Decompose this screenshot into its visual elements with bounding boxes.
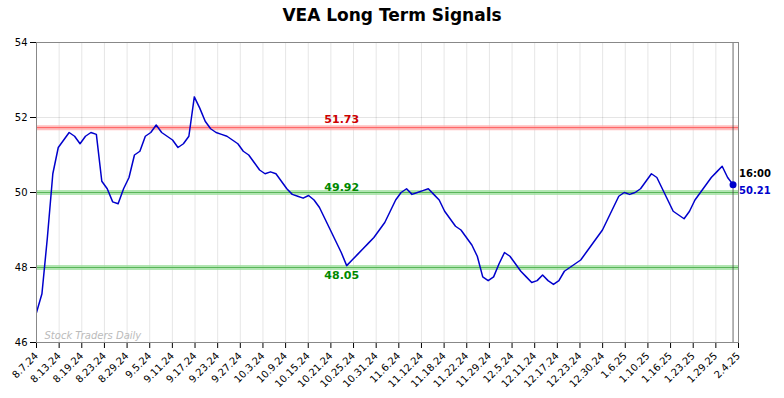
svg-text:8.29.24: 8.29.24 xyxy=(96,350,131,385)
svg-text:11.18.24: 11.18.24 xyxy=(408,350,448,390)
svg-text:8.13.24: 8.13.24 xyxy=(28,350,63,385)
svg-text:52: 52 xyxy=(15,112,28,123)
svg-text:48.05: 48.05 xyxy=(324,269,359,282)
svg-text:11.29.24: 11.29.24 xyxy=(453,350,494,390)
svg-text:8.23.24: 8.23.24 xyxy=(73,350,109,385)
svg-text:9.27.24: 9.27.24 xyxy=(209,350,244,385)
svg-text:11.6.24: 11.6.24 xyxy=(367,350,403,385)
svg-text:Stock Traders Daily: Stock Traders Daily xyxy=(45,330,143,341)
svg-text:50: 50 xyxy=(15,187,28,198)
svg-text:1.6.25: 1.6.25 xyxy=(598,350,629,381)
svg-text:9.17.24: 9.17.24 xyxy=(163,350,199,385)
svg-text:12.11.24: 12.11.24 xyxy=(499,350,539,390)
html-text:VEA Long Term Signals: VEA Long Term Signals xyxy=(282,5,502,25)
svg-text:10.15.24: 10.15.24 xyxy=(272,350,312,390)
svg-text:10.31.24: 10.31.24 xyxy=(340,350,380,390)
svg-text:49.92: 49.92 xyxy=(324,181,359,194)
svg-text:16:00: 16:00 xyxy=(739,168,771,179)
svg-text:8.7.24: 8.7.24 xyxy=(9,350,41,381)
svg-text:10.9.24: 10.9.24 xyxy=(254,350,290,385)
svg-text:12.23.24: 12.23.24 xyxy=(544,350,584,390)
svg-text:12.17.24: 12.17.24 xyxy=(521,350,561,390)
svg-text:2.4.25: 2.4.25 xyxy=(712,350,742,380)
svg-text:46: 46 xyxy=(15,337,28,348)
svg-text:1.29.25: 1.29.25 xyxy=(685,350,720,385)
svg-text:48: 48 xyxy=(15,262,28,273)
svg-text:50.21: 50.21 xyxy=(739,185,771,196)
svg-text:12.5.24: 12.5.24 xyxy=(481,350,516,385)
svg-text:10.25.24: 10.25.24 xyxy=(317,350,358,390)
svg-text:1.23.25: 1.23.25 xyxy=(662,350,697,385)
svg-text:10.3.24: 10.3.24 xyxy=(231,350,267,385)
svg-text:1.10.25: 1.10.25 xyxy=(616,350,652,385)
svg-text:8.19.24: 8.19.24 xyxy=(50,350,86,385)
svg-text:9.5.24: 9.5.24 xyxy=(123,350,154,381)
svg-text:9.23.24: 9.23.24 xyxy=(186,350,222,385)
svg-text:9.11.24: 9.11.24 xyxy=(141,350,176,385)
svg-text:54: 54 xyxy=(15,37,28,48)
svg-text:11.12.24: 11.12.24 xyxy=(385,350,426,390)
svg-text:11.22.24: 11.22.24 xyxy=(431,350,471,390)
svg-text:51.73: 51.73 xyxy=(324,113,359,126)
svg-text:12.30.24: 12.30.24 xyxy=(567,350,607,390)
svg-text:10.21.24: 10.21.24 xyxy=(295,350,335,390)
svg-text:1.16.25: 1.16.25 xyxy=(639,350,675,385)
